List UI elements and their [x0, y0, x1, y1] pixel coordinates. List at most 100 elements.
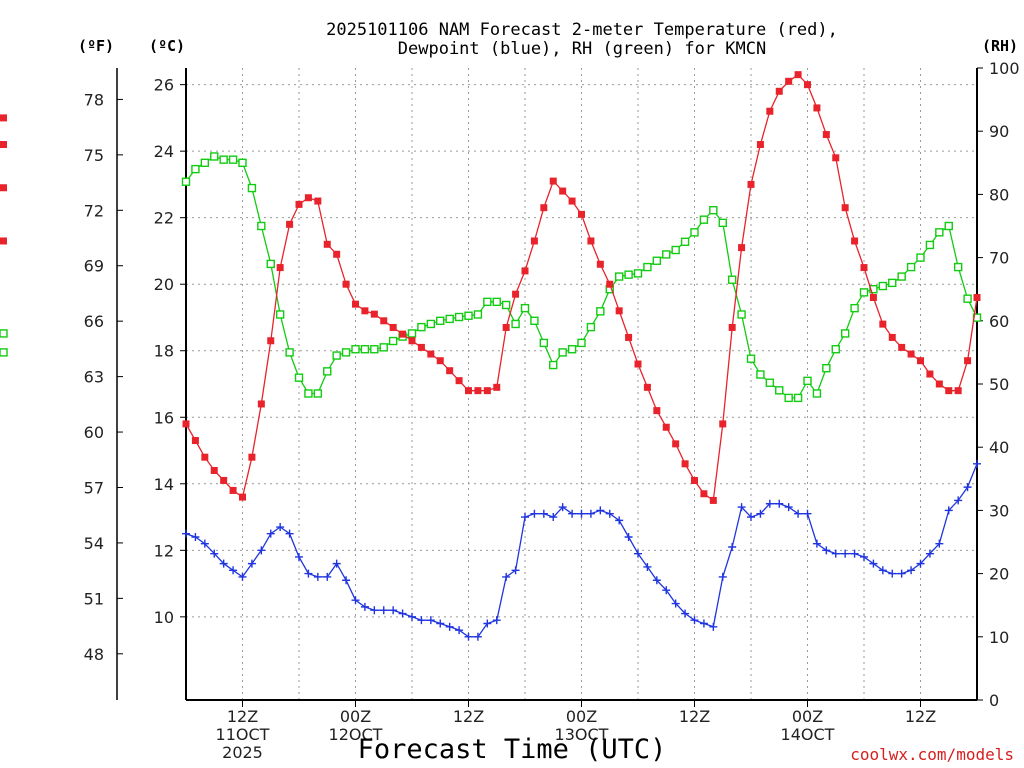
dewpoint-point: [586, 509, 595, 518]
dewpoint-point: [878, 566, 887, 575]
rh-tick-label: 10: [989, 628, 1009, 647]
rh-point: [822, 364, 831, 373]
dewpoint-point: [238, 572, 247, 581]
temperature-point: [0, 184, 7, 192]
temperature-point: [728, 323, 736, 331]
dewpoint-point: [841, 549, 850, 558]
rh-point: [549, 360, 558, 370]
dewpoint-point: [869, 559, 878, 568]
temperature-point: [549, 177, 557, 185]
rh-point: [624, 270, 633, 279]
rh-point: [181, 177, 191, 186]
fahrenheit-axis: 48 51 54 57 60 63 66 69 72 75 78: [84, 90, 123, 664]
fahrenheit-unit-label: (ºF): [78, 37, 114, 55]
dewpoint-point: [577, 509, 586, 518]
dewpoint-point: [709, 622, 718, 631]
dewpoint-point: [464, 632, 473, 641]
celsius-tick-label: 20: [154, 275, 174, 294]
temperature-point: [182, 420, 190, 428]
rh-point: [793, 393, 803, 403]
dewpoint-point: [210, 549, 219, 558]
celsius-unit-label: (ºC): [149, 37, 185, 55]
dewpoint-point: [445, 622, 454, 631]
temperature-point: [370, 310, 378, 318]
rh-point: [210, 152, 219, 161]
dewpoint-point: [539, 509, 548, 518]
fahrenheit-tick-label: 66: [84, 312, 104, 331]
temperature-point: [342, 280, 350, 288]
rh-point: [539, 338, 549, 348]
dewpoint-point: [323, 572, 332, 581]
temperature-point: [286, 220, 294, 228]
rh-point: [577, 338, 586, 348]
fahrenheit-tick-label: 51: [84, 589, 104, 608]
dewpoint-point: [794, 509, 803, 518]
celsius-tick-label: 26: [154, 76, 174, 95]
temperature-point: [248, 453, 256, 461]
dewpoint-point: [860, 552, 868, 561]
temperature-point: [530, 237, 538, 245]
temperature-point: [860, 264, 868, 272]
rh-point: [567, 345, 577, 354]
temperature-point: [427, 350, 435, 358]
temperature-point: [521, 267, 529, 275]
rh-point: [275, 310, 285, 319]
rh-axis: 0 10 20 30 40 50 60 70 80 90 100: [977, 59, 1020, 710]
temperature-point: [578, 210, 585, 218]
dewpoint-point: [747, 513, 755, 522]
temperature-point: [512, 290, 520, 298]
temperature-point: [964, 357, 972, 365]
dewpoint-point: [568, 509, 577, 518]
dewpoint-point: [473, 632, 482, 641]
credit-link[interactable]: coolwx.com/models: [850, 745, 1014, 764]
dewpoint-point: [426, 616, 435, 625]
rh-point: [445, 314, 454, 324]
rh-point: [709, 205, 718, 215]
dewpoint-point: [634, 549, 642, 558]
dewpoint-point: [954, 496, 963, 505]
dewpoint-point: [502, 572, 511, 581]
temperature-point: [625, 333, 633, 341]
time-tick-label: 14OCT: [781, 725, 835, 744]
dewpoint-point: [756, 509, 765, 518]
time-tick-label: 12Z: [905, 707, 936, 726]
rh-point: [257, 221, 266, 231]
time-tick-label: 2025: [222, 743, 263, 762]
rh-point: [953, 262, 963, 272]
temperature-point: [333, 250, 341, 258]
temperature-point: [785, 77, 793, 85]
time-tick-label: 12OCT: [329, 725, 383, 744]
dewpoint-point: [765, 499, 774, 508]
dewpoint-point: [530, 509, 539, 518]
dewpoint-point: [379, 606, 388, 615]
rh-point: [379, 343, 388, 352]
dewpoint-point: [511, 566, 520, 575]
dewpoint-point: [728, 542, 737, 551]
temperature-point: [323, 240, 331, 248]
rh-point: [614, 272, 624, 281]
temperature-point: [276, 264, 284, 272]
dewpoint-point: [662, 586, 671, 595]
temperature-point: [643, 383, 651, 391]
dewpoint-point: [596, 506, 605, 515]
dewpoint-point: [342, 576, 351, 585]
celsius-tick-label: 16: [154, 408, 174, 427]
temperature-point: [869, 294, 877, 302]
dewpoint-point: [351, 596, 360, 605]
dewpoint-series: [182, 460, 981, 641]
rh-point: [511, 319, 520, 329]
rh-tick-label: 50: [989, 375, 1009, 394]
dewpoint-point: [907, 566, 916, 575]
temperature-point: [917, 357, 924, 365]
temperature-point: [502, 323, 510, 331]
fahrenheit-tick-label: 75: [84, 146, 104, 165]
temperature-point: [0, 237, 7, 245]
rh-point: [473, 310, 483, 319]
dewpoint-point: [718, 572, 727, 581]
rh-point: [718, 218, 727, 228]
dewpoint-point: [831, 549, 840, 558]
celsius-tick-label: 18: [154, 342, 174, 361]
rh-tick-label: 80: [989, 185, 1009, 204]
dewpoint-point: [699, 619, 708, 628]
temperature-point: [672, 440, 680, 448]
